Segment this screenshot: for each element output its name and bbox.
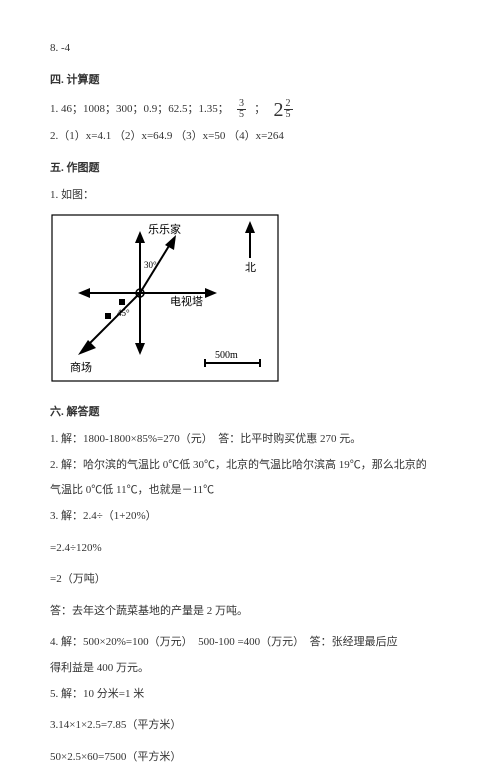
section-6-title: 六. 解答题 bbox=[50, 404, 450, 422]
frac-den: 5 bbox=[284, 110, 293, 120]
answer-4a: 4. 解：500×20%=100（万元） 500-100 =400（万元） 答：… bbox=[50, 634, 450, 652]
answer-2b: 气温比 0℃低 11℃，也就是－11℃ bbox=[50, 482, 450, 500]
answer-4b: 得利益是 400 万元。 bbox=[50, 660, 450, 678]
angle-45: 45° bbox=[117, 308, 130, 318]
calc-line-2: 2.（1）x=4.1 （2）x=64.9 （3）x=50 （4）x=264 bbox=[50, 128, 450, 146]
section-4-title: 四. 计算题 bbox=[50, 72, 450, 90]
angle-30: 30° bbox=[144, 260, 157, 270]
fraction-2-5: 2 5 bbox=[284, 99, 293, 120]
lele-home-label: 乐乐家 bbox=[148, 222, 181, 236]
answer-3-final: 答：去年这个蔬菜基地的产量是 2 万吨。 bbox=[50, 603, 450, 621]
answer-5b: 3.14×1×2.5=7.85（平方米） bbox=[50, 717, 450, 735]
question-8: 8. -4 bbox=[50, 40, 450, 58]
answer-5: 5. 解：10 分米=1 米 bbox=[50, 686, 450, 704]
frac-den: 5 bbox=[237, 110, 246, 120]
drawing-label: 1. 如图： bbox=[50, 187, 450, 205]
answer-3: 3. 解：2.4÷（1+20%） bbox=[50, 508, 450, 526]
answer-2a: 2. 解：哈尔滨的气温比 0℃低 30℃，北京的气温比哈尔滨高 19℃，那么北京… bbox=[50, 457, 450, 475]
answer-1: 1. 解：1800-1800×85%=270（元） 答：比平时购买优惠 270 … bbox=[50, 431, 450, 449]
calc-line-1-prefix: 1. 46；1008；300；0.9；62.5；1.35； bbox=[50, 103, 229, 115]
north-label: 北 bbox=[245, 261, 256, 274]
fraction-3-5: 3 5 bbox=[237, 99, 246, 120]
direction-diagram: 北 30° 45° 乐乐家 电视塔 商场 bbox=[50, 213, 450, 390]
mixed-integer: 2 bbox=[274, 100, 284, 120]
section-5-title: 五. 作图题 bbox=[50, 160, 450, 178]
tv-tower-label: 电视塔 bbox=[170, 294, 203, 308]
answer-5c: 50×2.5×60=7500（平方米） bbox=[50, 749, 450, 766]
answer-3c: =2（万吨） bbox=[50, 571, 450, 589]
answer-3b: =2.4÷120% bbox=[50, 540, 450, 558]
separator: ； bbox=[254, 103, 265, 115]
calc-line-1: 1. 46；1008；300；0.9；62.5；1.35； 3 5 ； 2 2 … bbox=[50, 99, 450, 120]
mall-label: 商场 bbox=[70, 360, 92, 374]
scale-label: 500m bbox=[215, 350, 238, 361]
